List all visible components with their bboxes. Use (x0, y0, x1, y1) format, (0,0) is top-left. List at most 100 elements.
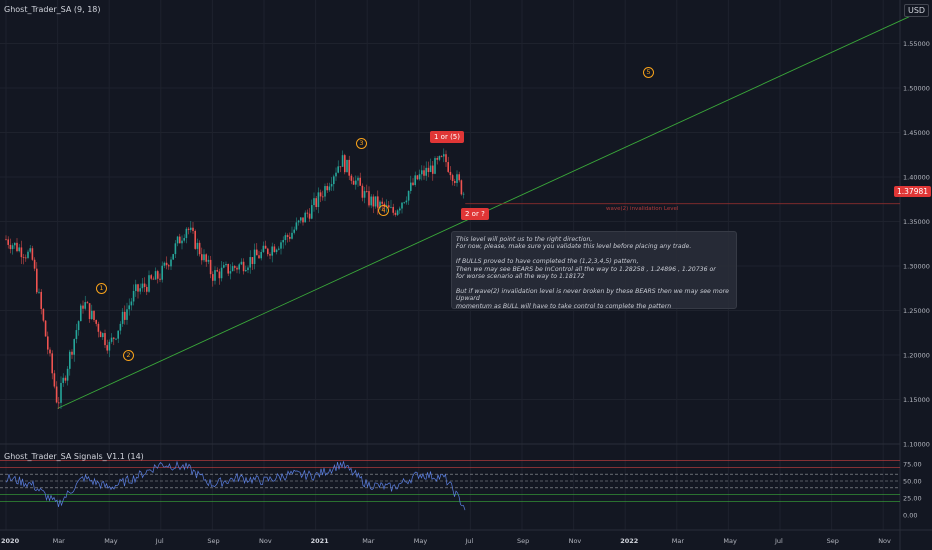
candle-body (130, 301, 133, 306)
candle-body (176, 236, 179, 244)
candle-body (47, 336, 49, 350)
candle-body (102, 333, 104, 338)
candle-body (148, 275, 150, 292)
price-tick-label: 1.45000 (903, 129, 930, 137)
indicator-title[interactable]: Ghost_Trader_SA (9, 18) (4, 5, 101, 14)
time-tick-label: Jul (155, 537, 164, 545)
candle-body (240, 261, 243, 265)
time-tick-label: Jul (774, 537, 783, 545)
candle-body (36, 268, 38, 293)
candle-body (97, 323, 100, 332)
candle-body (218, 271, 221, 279)
wave-next-label: 2 or ? (461, 208, 489, 220)
candle-body (22, 257, 25, 258)
note-line: For now, please, make sure you validate … (456, 243, 692, 251)
oscillator-line (5, 460, 466, 511)
candle-body (403, 202, 405, 204)
candle-body (137, 284, 139, 292)
candle-body (330, 184, 333, 187)
candle-body (58, 402, 60, 404)
note-line: This level will point us to the right di… (456, 236, 593, 243)
osc-tick-label: 25.00 (903, 495, 922, 503)
candle-body (108, 341, 111, 351)
candle-body (115, 338, 117, 340)
candle-body (5, 239, 7, 241)
candle-body (319, 192, 322, 197)
candle-body (168, 265, 170, 267)
wave-2-marker: 2 (123, 350, 134, 361)
candle-body (280, 242, 282, 249)
candle-body (374, 196, 377, 207)
candle-body (425, 167, 427, 176)
candle-body (66, 368, 69, 381)
candle-body (388, 205, 390, 208)
candle-body (38, 291, 40, 293)
candle-body (231, 266, 234, 272)
candle-body (192, 227, 194, 231)
candle-body (25, 257, 27, 259)
candle-body (271, 246, 273, 256)
candle-body (71, 351, 73, 355)
candle-body (460, 180, 463, 195)
candle-body (410, 182, 412, 191)
candle-body (154, 271, 157, 280)
candle-body (249, 257, 251, 268)
candle-body (440, 156, 443, 157)
candle-body (456, 174, 458, 183)
candle-body (357, 177, 359, 181)
axis-ticks: 1.55000 1.50000 1.45000 1.40000 1.35000 1.300… (1, 40, 930, 545)
candle-body (91, 310, 93, 319)
candle-body (414, 175, 416, 185)
candle-body (315, 198, 317, 208)
note-line (456, 280, 732, 287)
candle-body (159, 278, 161, 280)
candle-body (399, 208, 401, 211)
wave-4-marker: 4 (378, 205, 389, 216)
note-line: If BULLS proved to have completed the (1… (456, 258, 639, 266)
candle-body (187, 228, 190, 230)
candle-body (434, 158, 436, 174)
candle-body (295, 222, 298, 230)
time-tick-label: Mar (672, 537, 685, 545)
candle-body (289, 236, 291, 239)
price-tick-label: 1.25000 (903, 307, 930, 315)
candle-body (423, 170, 425, 176)
candle-body (359, 177, 361, 186)
candle-body (379, 201, 381, 208)
candle-body (304, 212, 306, 223)
candle-body (196, 242, 199, 249)
candle-body (451, 175, 454, 182)
currency-label[interactable]: USD (904, 4, 930, 17)
candle-body (124, 311, 126, 320)
candle-body (229, 271, 232, 274)
candle-body (258, 255, 260, 259)
candle-body (322, 196, 324, 198)
candle-body (128, 305, 130, 310)
candle-body (421, 170, 423, 175)
candle-body (370, 196, 372, 206)
candle-body (372, 196, 375, 207)
candle-body (245, 270, 247, 272)
candle-body (40, 291, 42, 309)
candle-body (355, 180, 357, 185)
oscillator-title[interactable]: Ghost_Trader_SA Signals_V1.1 (14) (4, 452, 144, 461)
candle-body (317, 192, 320, 208)
candle-body (286, 235, 289, 237)
candle-body (214, 270, 216, 281)
note-line: for worse scenario all the way to 1.1817… (456, 273, 585, 281)
candle-body (306, 212, 309, 214)
candle-body (31, 248, 34, 260)
time-tick-label: May (104, 537, 118, 545)
oscillator-series (5, 460, 466, 511)
candle-body (143, 283, 146, 287)
candle-body (33, 259, 36, 269)
candle-body (436, 158, 438, 160)
candle-body (69, 351, 71, 369)
candle-body (60, 382, 62, 403)
candle-body (225, 263, 227, 266)
candle-body (150, 275, 152, 279)
candle-body (247, 267, 249, 271)
oscillator-levels (0, 460, 900, 502)
candle-body (324, 186, 326, 197)
